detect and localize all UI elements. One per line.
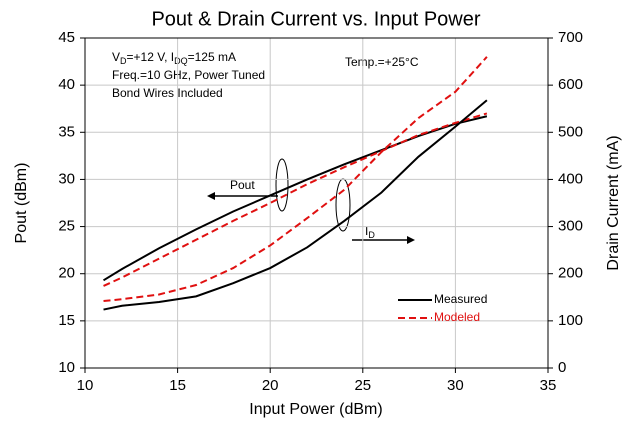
- plot-frame: [84, 37, 549, 369]
- x-tick-label: 35: [540, 377, 557, 394]
- x-tick-label: 25: [354, 377, 371, 394]
- y-tick-label: 45: [58, 29, 75, 46]
- x-tick-label: 30: [447, 377, 464, 394]
- condition-text: =125 mA: [188, 50, 236, 64]
- chart-title: Pout & Drain Current vs. Input Power: [151, 8, 480, 30]
- y2-tick-label: 500: [558, 123, 583, 140]
- pout-label: Pout: [230, 178, 255, 192]
- y-tick-label: 10: [58, 359, 75, 376]
- y-axis-label: Pout (dBm): [13, 163, 30, 244]
- condition-line: VD=+12 V, IDQ=125 mA: [112, 50, 236, 66]
- y2-tick-label: 300: [558, 218, 583, 235]
- y-tick-label: 25: [58, 218, 75, 235]
- y2-tick-label: 200: [558, 265, 583, 282]
- condition-text: V: [112, 50, 120, 64]
- conditions: VD=+12 V, IDQ=125 mA Freq.=10 GHz, Power …: [112, 50, 265, 100]
- series-line: [103, 56, 488, 303]
- pout-text: Pout: [230, 178, 255, 192]
- x-tick-label: 15: [169, 377, 186, 394]
- subscript: DQ: [174, 56, 188, 66]
- y2-axis-label: Drain Current (mA): [605, 135, 622, 270]
- condition-line: Bond Wires Included: [112, 86, 223, 100]
- id-arrowhead: [407, 236, 415, 244]
- condition-line: Freq.=10 GHz, Power Tuned: [112, 68, 265, 82]
- series-line: [103, 99, 488, 311]
- legend-label: Modeled: [434, 310, 480, 324]
- id-label: ID: [365, 224, 375, 240]
- x-tick-label: 20: [262, 377, 279, 394]
- y-tick-label: 30: [58, 170, 75, 187]
- pout-ellipse: [275, 158, 289, 212]
- y2-tick-label: 600: [558, 76, 583, 93]
- y2-tick-label: 700: [558, 29, 583, 46]
- subscript: D: [120, 56, 127, 66]
- id-text: I: [365, 224, 368, 238]
- y-tick-label: 15: [58, 312, 75, 329]
- y-tick-label: 40: [58, 76, 75, 93]
- id-sub: D: [368, 230, 375, 240]
- temp-note: Temp.=+25°C: [345, 55, 419, 69]
- series-line: [102, 115, 488, 282]
- series-line: [103, 112, 488, 287]
- condition-text: Freq.=10 GHz, Power Tuned: [112, 68, 265, 82]
- x-axis-label: Input Power (dBm): [249, 401, 382, 418]
- y2-tick-label: 100: [558, 312, 583, 329]
- condition-text: =+12 V, I: [127, 50, 175, 64]
- y2-tick-label: 400: [558, 170, 583, 187]
- condition-text: Bond Wires Included: [112, 86, 223, 100]
- y2-tick-label: 0: [558, 359, 566, 376]
- legend-label: Measured: [434, 292, 487, 306]
- pout-arrowhead: [207, 192, 215, 200]
- y-tick-label: 35: [58, 123, 75, 140]
- x-tick-label: 10: [77, 377, 94, 394]
- y-tick-label: 20: [58, 265, 75, 282]
